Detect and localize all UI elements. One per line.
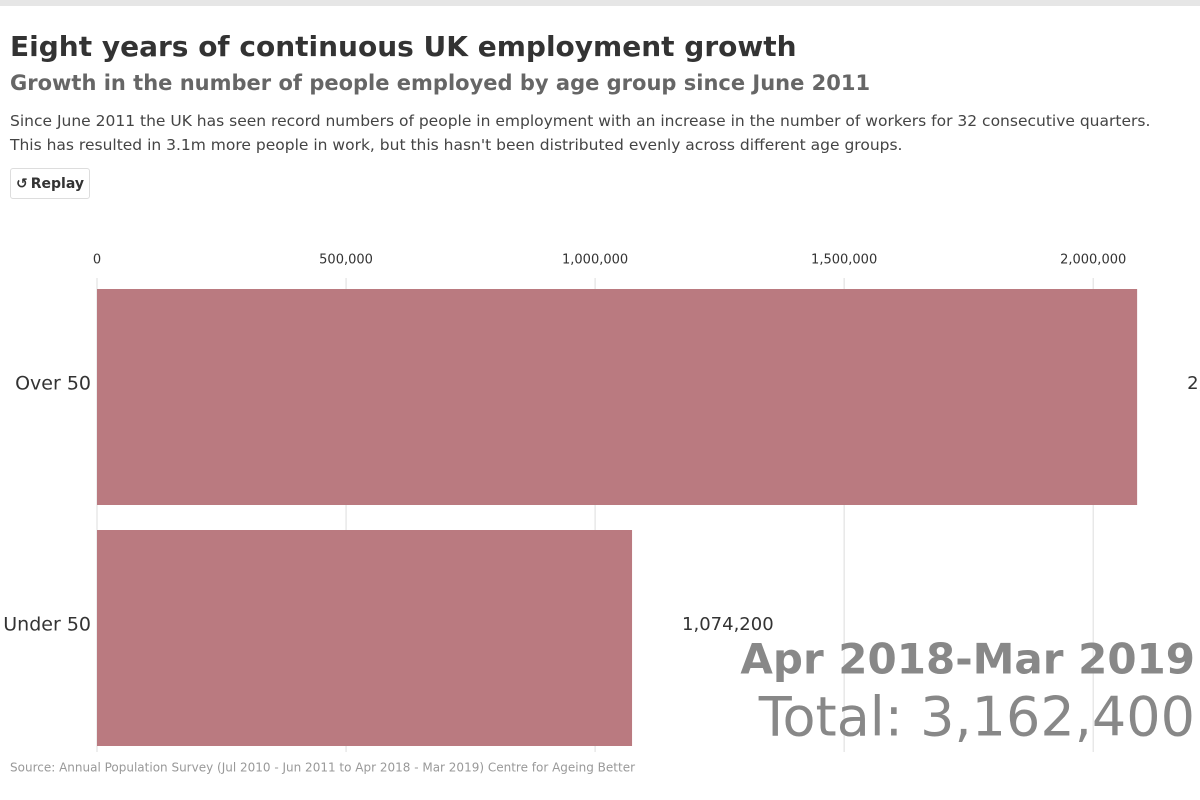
total-label: Total: 3,162,400 [758,686,1195,749]
value-label: 1,074,200 [682,614,774,635]
category-label: Under 50 [3,614,91,636]
replay-label: Replay [30,175,84,192]
category-label: Over 50 [15,373,91,395]
bar [97,289,1138,505]
x-tick-label: 0 [93,253,101,268]
top-bar [0,0,1200,6]
source: Source: Annual Population Survey (Jul 20… [10,761,635,775]
replay-button[interactable]: ↺ Replay [10,168,90,199]
x-tick-label: 1,500,000 [811,253,877,268]
x-tick-label: 500,000 [319,253,373,268]
chart-title: Eight years of continuous UK employment … [10,30,797,63]
value-label: 2,088,200 [1187,373,1200,394]
replay-icon: ↺ [16,175,28,192]
x-tick-label: 2,000,000 [1060,253,1126,268]
bar [97,530,633,746]
x-tick-label: 1,000,000 [562,253,628,268]
period-label: Apr 2018-Mar 2019 [740,635,1195,684]
chart-description: Since June 2011 the UK has seen record n… [10,112,1151,154]
chart-subtitle: Growth in the number of people employed … [10,71,871,95]
